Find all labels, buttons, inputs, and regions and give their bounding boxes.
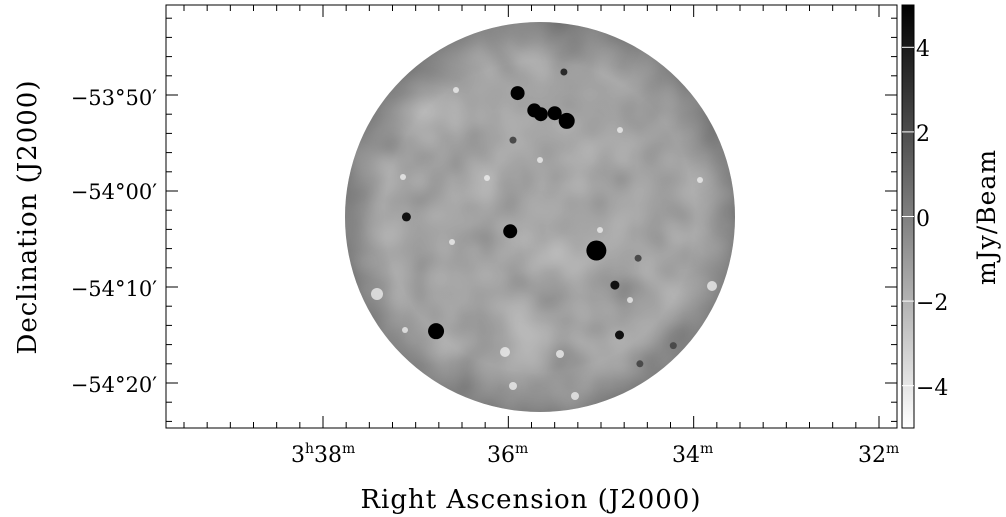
colorbar-tick-minus4: −4 <box>916 376 948 401</box>
noise-spot-4 <box>509 382 517 390</box>
colorbar-title: mJy/Beam <box>972 149 1001 285</box>
source-12 <box>610 280 620 290</box>
noise-spots-layer <box>371 87 717 400</box>
noise-spot-8 <box>449 239 455 245</box>
noise-spot-2 <box>500 347 510 357</box>
noise-spot-17 <box>627 297 633 303</box>
noise-spot-3 <box>556 350 564 358</box>
noise-spot-9 <box>400 174 406 180</box>
y-tick-label-4: −54°20′ <box>71 373 158 397</box>
bright-source-core-2 <box>428 323 445 340</box>
x-axis-ticks <box>183 5 880 428</box>
x-tick-label-32: 32m <box>858 441 899 468</box>
y-tick-label-1: −53°50′ <box>71 86 158 110</box>
colorbar-tick-4: 4 <box>916 37 930 62</box>
noise-spot-12 <box>453 87 459 93</box>
field-image <box>345 22 735 412</box>
source-16 <box>634 254 642 262</box>
source-6 <box>560 68 568 76</box>
y-tick-label-3: −54°10′ <box>71 277 158 301</box>
sources-layer <box>401 68 724 368</box>
y-axis-ticks <box>166 17 897 422</box>
noise-spot-5 <box>571 392 579 400</box>
colorbar-tick-2: 2 <box>916 122 930 147</box>
source-14 <box>615 330 624 340</box>
noise-spot-14 <box>597 227 603 233</box>
noise-spot-6 <box>707 281 717 291</box>
source-8 <box>509 136 517 144</box>
bright-source-core-3 <box>558 112 575 129</box>
source-17 <box>636 360 644 368</box>
noise-spot-18 <box>697 177 703 183</box>
x-tick-label-38: 3h38m <box>291 441 355 468</box>
bright-source-core-1 <box>586 240 607 261</box>
source-10 <box>503 224 518 239</box>
y-tick-label-2: −54°00′ <box>71 180 158 204</box>
colorbar-ticks <box>902 46 914 387</box>
noise-spot-13 <box>617 127 623 133</box>
noise-spot-11 <box>484 175 490 181</box>
noise-spot-10 <box>537 157 543 163</box>
colorbar-tick-minus2: −2 <box>916 291 948 316</box>
source-3 <box>547 106 562 121</box>
noise-spot-16 <box>402 327 408 333</box>
x-tick-label-36: 36m <box>487 441 528 468</box>
y-axis-title: Declination (J2000) <box>13 80 43 355</box>
source-4 <box>533 107 548 122</box>
noise-spot-1 <box>371 288 383 300</box>
source-9 <box>401 212 411 222</box>
x-axis-title: Right Ascension (J2000) <box>360 485 701 515</box>
colorbar-tick-0: 0 <box>916 207 930 232</box>
x-tick-label-34: 34m <box>672 441 713 468</box>
source-1 <box>510 86 525 101</box>
source-15 <box>669 342 677 350</box>
